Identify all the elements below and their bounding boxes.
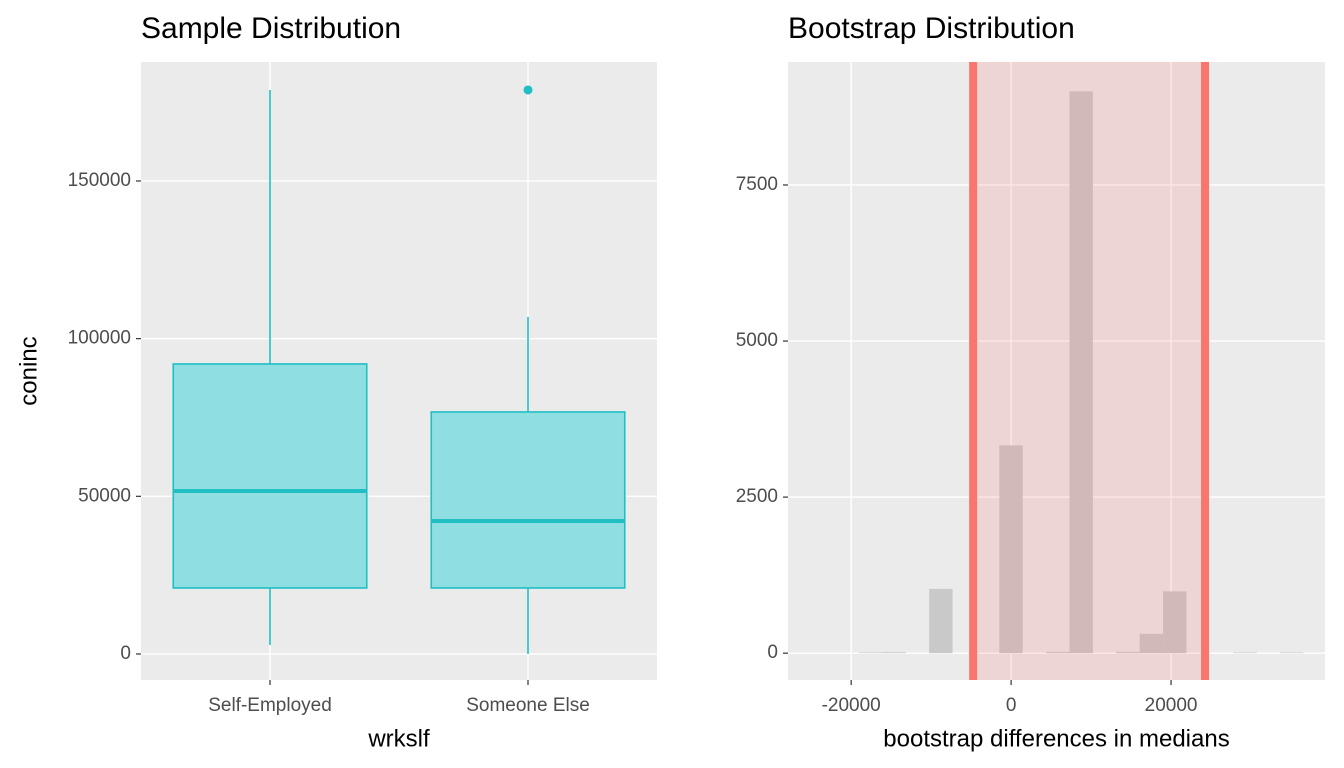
bar [1280, 652, 1304, 654]
plot-background [788, 62, 1325, 680]
y-tick-label: 2500 [736, 486, 778, 507]
x-tick-label: 20000 [1145, 695, 1198, 716]
x-tick-label: Self-Employed [208, 695, 332, 716]
y-tick-label: 7500 [736, 174, 778, 195]
x-axis-title: wrkslf [367, 725, 430, 752]
outlier [523, 85, 533, 95]
bar [1046, 651, 1070, 654]
chart-title: Sample Distribution [141, 12, 401, 45]
y-tick-label: 0 [120, 643, 131, 664]
x-tick-label: 0 [1006, 695, 1017, 716]
bar [1116, 651, 1140, 654]
box [430, 411, 626, 589]
bar [1163, 591, 1187, 654]
y-tick-label: 0 [767, 642, 778, 663]
y-axis-title: coninc [15, 336, 42, 405]
ci-band [973, 62, 1206, 680]
bar [882, 652, 906, 654]
chart-title: Bootstrap Distribution [788, 12, 1075, 45]
x-tick-label: Someone Else [466, 695, 590, 716]
x-tick-label: -20000 [822, 695, 881, 716]
bar [999, 445, 1023, 654]
bar [1233, 652, 1257, 654]
bar [1069, 91, 1093, 654]
bar [858, 652, 883, 654]
box [172, 363, 368, 589]
y-tick-label: 50000 [78, 485, 131, 506]
y-tick-label: 5000 [736, 330, 778, 351]
y-tick-label: 150000 [68, 170, 131, 191]
x-axis-title: bootstrap differences in medians [883, 725, 1229, 752]
y-tick-label: 100000 [68, 328, 131, 349]
bar [1139, 633, 1164, 654]
bar [929, 588, 953, 654]
